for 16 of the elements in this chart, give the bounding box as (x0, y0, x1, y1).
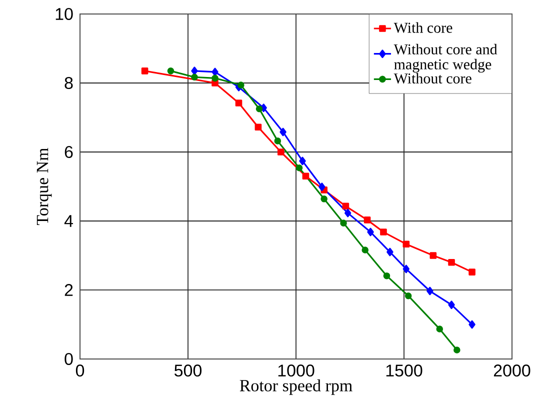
x-tick-label: 500 (174, 364, 202, 377)
legend-label: Without core and magnetic wedge (394, 44, 498, 73)
legend-label: Without core (394, 72, 472, 84)
x-tick-label: 0 (76, 364, 84, 377)
y-tick-label: 6 (64, 146, 73, 158)
y-tick-label: 8 (64, 76, 73, 90)
x-tick-label: 1000 (278, 364, 314, 377)
y-tick-label: 10 (56, 8, 73, 20)
y-axis-title: Torque Nm (36, 148, 52, 225)
legend-label: With core (394, 22, 452, 33)
y-tick-label: 4 (64, 215, 73, 227)
x-axis-title: Rotor speed rpm (240, 379, 352, 395)
y-tick-label: 0 (64, 352, 73, 366)
x-tick-label: 1500 (386, 364, 422, 377)
x-tick-label: 2000 (494, 364, 530, 377)
y-tick-label: 2 (64, 284, 73, 296)
